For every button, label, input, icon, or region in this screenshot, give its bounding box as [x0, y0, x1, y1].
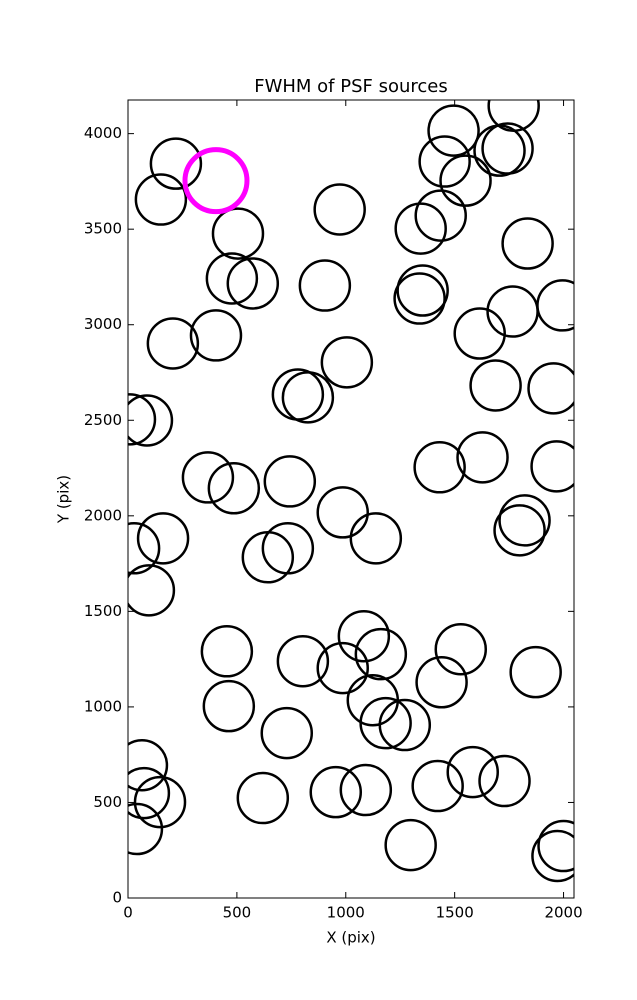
source-circle	[309, 765, 363, 819]
chart-title: FWHM of PSF sources	[254, 76, 448, 97]
source-circle	[537, 819, 574, 873]
source-circle	[531, 829, 574, 883]
y-tick-label: 3500	[84, 220, 122, 238]
source-circle	[313, 183, 366, 236]
y-tick-label: 1500	[84, 602, 122, 620]
source-circle	[469, 359, 522, 412]
source-circle	[456, 431, 509, 484]
source-circle	[261, 522, 315, 575]
source-circle	[439, 154, 492, 207]
source-circle	[205, 252, 259, 305]
source-circle	[411, 759, 464, 813]
y-tick-label: 1000	[84, 697, 122, 715]
source-circle	[501, 217, 554, 270]
source-circle	[509, 645, 562, 699]
source-circle	[478, 754, 531, 808]
source-circle	[236, 771, 290, 825]
source-circle	[414, 189, 467, 242]
source-circle	[413, 441, 466, 494]
source-circle	[536, 279, 574, 332]
source-circle	[384, 818, 437, 872]
x-tick-label: 1500	[436, 904, 474, 922]
source-circle	[133, 775, 187, 829]
source-circle	[276, 634, 330, 688]
y-tick-label: 2500	[84, 411, 122, 429]
source-circle	[453, 307, 506, 360]
source-circle	[181, 451, 235, 504]
source-circle	[481, 122, 534, 175]
y-tick-label: 3000	[84, 315, 122, 333]
source-circle	[263, 455, 317, 508]
source-circle	[527, 362, 574, 415]
source-circle	[128, 738, 169, 792]
source-circle	[146, 317, 200, 370]
y-tick-label: 500	[93, 793, 122, 811]
source-circle	[415, 656, 468, 709]
y-tick-label: 2000	[84, 506, 122, 524]
source-circle	[320, 336, 374, 389]
source-circle	[378, 698, 432, 752]
source-circle	[128, 802, 164, 856]
source-circle	[393, 272, 446, 325]
plot-area	[128, 100, 574, 883]
axes-frame	[127, 99, 575, 899]
source-circle	[339, 763, 393, 817]
source-circle	[207, 462, 261, 515]
source-circle	[446, 745, 499, 799]
source-circle	[427, 104, 480, 157]
x-tick-label: 1000	[327, 904, 365, 922]
source-circle	[530, 440, 574, 493]
x-tick-label: 500	[223, 904, 252, 922]
source-circle	[128, 393, 157, 446]
y-axis-label: Y (pix)	[55, 475, 73, 524]
y-tick-label: 0	[112, 889, 122, 907]
source-circle	[202, 679, 256, 733]
source-circle	[260, 706, 314, 760]
source-circle	[337, 609, 391, 663]
x-tick-label: 2000	[544, 904, 582, 922]
source-circle	[226, 257, 280, 310]
source-circle	[149, 137, 203, 190]
source-circle	[316, 641, 369, 695]
source-circle	[128, 522, 161, 575]
source-circle	[418, 135, 471, 188]
source-circle	[189, 309, 243, 362]
source-circle	[211, 207, 265, 260]
source-circle	[487, 100, 540, 132]
source-circle	[359, 696, 412, 750]
source-circle	[396, 264, 449, 317]
source-circle	[200, 625, 254, 678]
x-axis-label: X (pix)	[326, 929, 375, 947]
highlight-circle	[182, 147, 250, 215]
source-circle	[134, 173, 188, 226]
source-circle	[128, 766, 171, 820]
x-tick-label: 0	[123, 904, 133, 922]
source-circle	[493, 504, 546, 557]
source-circle	[349, 512, 403, 565]
source-circle	[434, 622, 488, 676]
y-tick-label: 4000	[84, 124, 122, 142]
source-circle	[498, 494, 551, 547]
source-circle	[128, 564, 176, 617]
source-circle	[136, 512, 190, 565]
source-circle	[281, 371, 335, 424]
source-circle	[298, 259, 352, 312]
source-circle	[394, 202, 447, 255]
source-circle	[354, 627, 408, 681]
source-circle	[128, 394, 174, 447]
source-circle	[316, 486, 369, 539]
